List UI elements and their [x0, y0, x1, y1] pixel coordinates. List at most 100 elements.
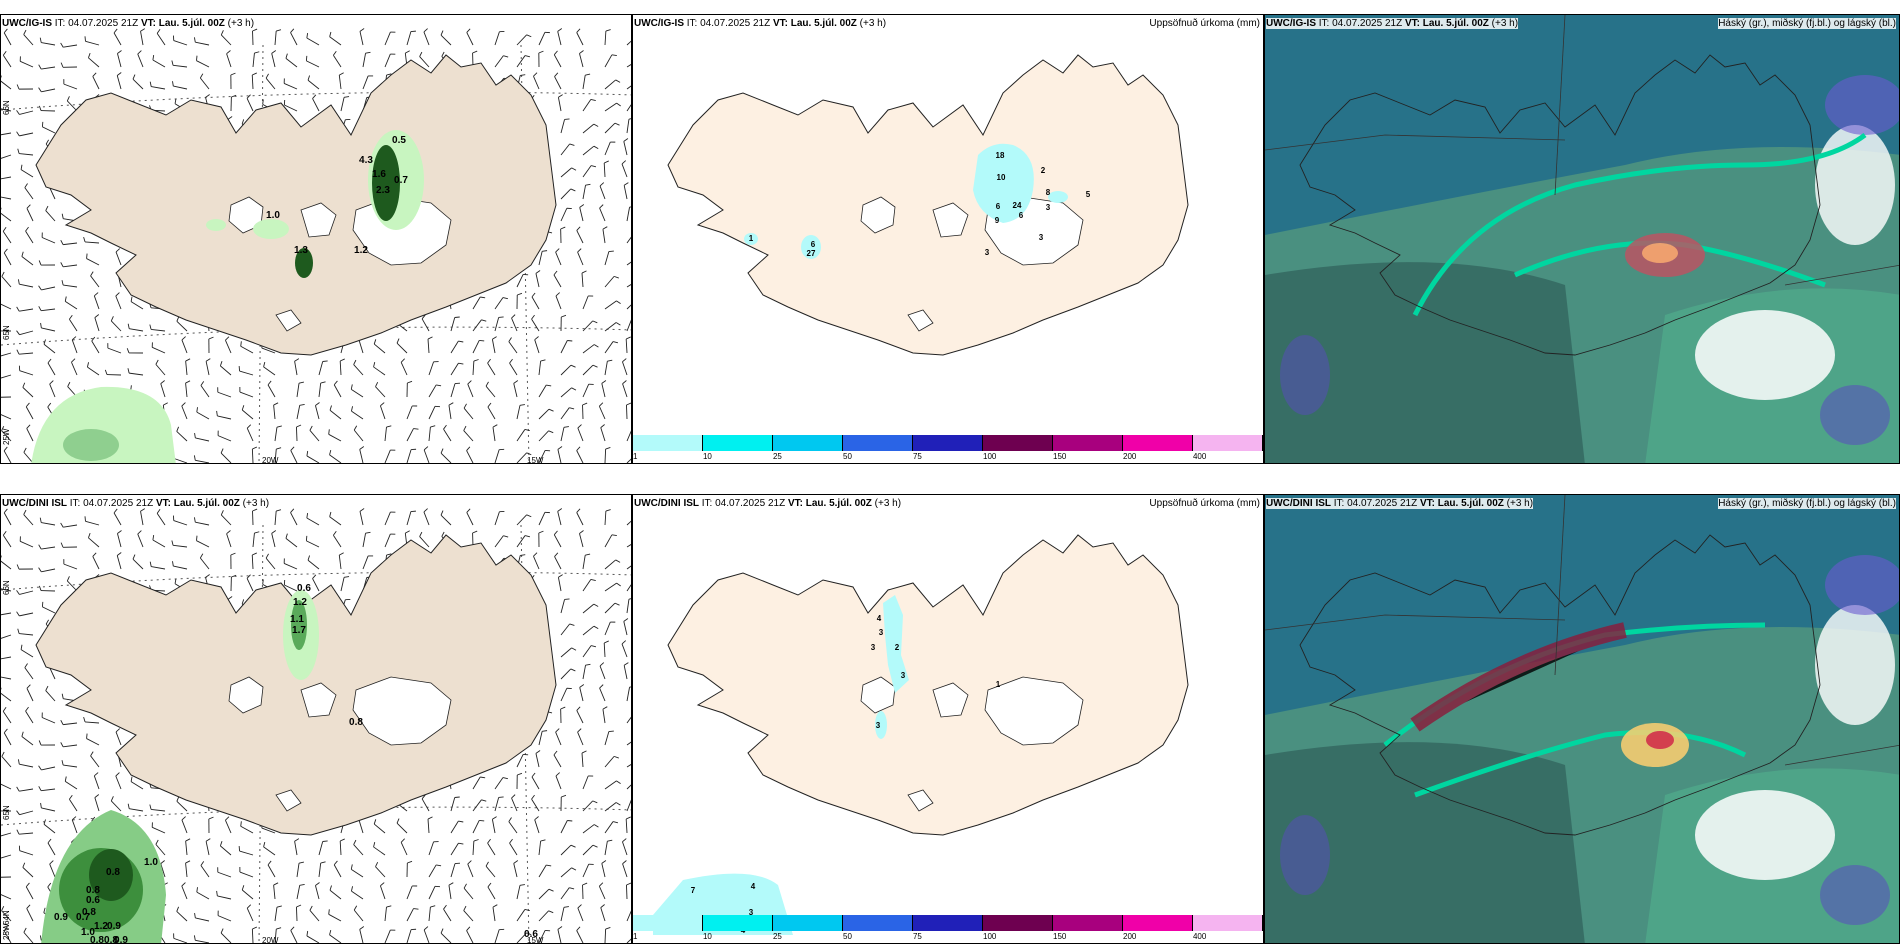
precip-value-label: 0.6 — [297, 583, 311, 594]
colorbar-tick: 50 — [843, 452, 852, 461]
precip-value-label: 3 — [871, 643, 876, 652]
panel-header: UWC/IG-IS IT: 04.07.2025 21Z VT: Lau. 5.… — [634, 18, 887, 29]
precip-value-label: 1.0 — [144, 857, 158, 868]
grid-label: 20W — [262, 456, 279, 464]
colorbar-swatch — [1193, 915, 1263, 931]
precip-value-label: 0.9 — [107, 921, 121, 932]
cloud-map-top — [1265, 15, 1899, 463]
precip-value-label: 3 — [901, 671, 906, 680]
precip-value-label: 10 — [997, 173, 1006, 182]
precip-value-label: 0.8 — [86, 885, 100, 896]
colorbar-swatch — [983, 915, 1053, 931]
colorbar-tick: 10 — [702, 932, 712, 941]
colorbar-tick: 50 — [843, 932, 852, 941]
colorbar-tick: 75 — [912, 932, 922, 941]
wind-map-top: 66N 65N 20W 15W 25W 0.5 4.3 1.6 0.7 2.3 1.0 1.2 1.3 — [1, 28, 631, 464]
iceland-land — [35, 54, 557, 356]
precip-colorbar: 1 10 25 50 75 100 150 200 400 — [633, 915, 1263, 943]
colorbar-swatch — [773, 435, 843, 451]
precip-value-label: 2 — [1041, 166, 1046, 175]
precip-value-label: 3 — [985, 248, 990, 257]
precip-value-label: 3 — [749, 908, 754, 917]
colorbar-swatch — [1123, 435, 1193, 451]
iceland-land — [667, 534, 1189, 836]
precip-value-label: 3 — [1039, 233, 1044, 242]
precip-value-label: 9 — [995, 216, 1000, 225]
precip-shading — [41, 590, 319, 943]
precip-map-panel-bottom: UWC/DINI ISL IT: 04.07.2025 21Z VT: Lau.… — [632, 494, 1264, 944]
precip-value-label: 0.9 — [54, 912, 68, 923]
colorbar-swatch — [773, 915, 843, 931]
colorbar-swatch — [913, 435, 983, 451]
precip-value-label: 1.2 — [354, 245, 368, 256]
precip-value-label: 4 — [877, 614, 882, 623]
grid-label: 15W — [527, 456, 544, 464]
precip-value-label: 0.8 — [106, 867, 120, 878]
colorbar-tick: 10 — [702, 452, 712, 461]
precip-shading — [744, 143, 1068, 259]
colorbar-tick: 25 — [772, 452, 782, 461]
coastline — [1299, 54, 1821, 356]
colorbar-tick: 25 — [772, 932, 782, 941]
colorbar-tick: 150 — [1053, 932, 1067, 941]
panel-header: UWC/DINI ISL IT: 04.07.2025 21Z VT: Lau.… — [634, 498, 902, 509]
colorbar-swatch — [983, 435, 1053, 451]
cloud-title: Háský (gr.), miðský (fj.bl.) og lágský (… — [1718, 18, 1896, 29]
precip-value-label: 1.7 — [292, 625, 306, 636]
precip-title: Uppsöfnuð úrkoma (mm) — [1149, 18, 1260, 29]
precip-value-label: 1.2 — [94, 921, 108, 932]
colorbar-swatch — [633, 915, 703, 931]
precip-value-label: 1.2 — [293, 597, 307, 608]
wind-map-panel-bottom: UWC/DINI ISL IT: 04.07.2025 21Z VT: Lau.… — [0, 494, 632, 944]
colorbar-tick: 150 — [1053, 452, 1067, 461]
colorbar-swatch — [703, 915, 773, 931]
cloud-map-bottom — [1265, 495, 1899, 943]
colorbar-tick: 200 — [1123, 932, 1137, 941]
wind-value-labels: 0.61.21.11.70.81.00.80.80.60.80.9 0.71.2 0… — [54, 583, 538, 944]
precip-value-label: 0.5 — [392, 135, 406, 146]
region-borders — [1265, 15, 1899, 286]
precip-value-label: 6 — [1019, 211, 1024, 220]
colorbar-swatch — [843, 915, 913, 931]
precip-value-label: 1 — [749, 234, 754, 243]
colorbar-tick: 1 — [633, 452, 638, 461]
grid-label: 65N — [2, 325, 11, 340]
precip-value-label: 0.8 — [82, 907, 96, 918]
grid-label: 65N — [2, 805, 11, 820]
precip-value-label: 18 — [996, 151, 1005, 160]
precip-value-label: 0.8 — [90, 935, 104, 944]
precip-value-label: 2.3 — [376, 185, 390, 196]
grid-label: 64N — [2, 910, 11, 925]
precip-value-label: 0.9 — [114, 935, 128, 944]
iceland-land — [667, 54, 1189, 356]
panel-header: UWC/DINI ISL IT: 04.07.2025 21Z VT: Lau.… — [1266, 498, 1534, 509]
precip-value-label: 1 — [996, 680, 1001, 689]
precip-value-label: 2 — [895, 643, 900, 652]
precip-value-label: 0.8 — [349, 717, 363, 728]
precip-value-label: 4.3 — [359, 155, 373, 166]
precip-value-label: 24 — [1013, 201, 1022, 210]
precip-colorbar: 1 10 25 50 75 100 150 200 400 — [633, 435, 1263, 463]
precip-value-label: 27 — [807, 249, 816, 258]
cloud-map-panel-bottom: UWC/DINI ISL IT: 04.07.2025 21Z VT: Lau.… — [1264, 494, 1900, 944]
precip-value-label: 3 — [1046, 203, 1051, 212]
colorbar-swatch — [843, 435, 913, 451]
precip-value-label: 7 — [691, 886, 696, 895]
precip-shading — [31, 130, 424, 463]
colorbar-swatch — [633, 435, 703, 451]
precip-value-label: 3 — [876, 721, 881, 730]
cloud-title: Háský (gr.), miðský (fj.bl.) og lágský (… — [1718, 498, 1896, 509]
colorbar-swatch — [1123, 915, 1193, 931]
colorbar-swatch — [1053, 435, 1123, 451]
coastline — [1299, 534, 1821, 836]
grid-label: 15W — [527, 936, 544, 944]
precip-value-label: 5 — [1086, 190, 1091, 199]
colorbar-tick: 75 — [912, 452, 922, 461]
panel-header: UWC/IG-IS IT: 04.07.2025 21Z VT: Lau. 5.… — [2, 18, 255, 29]
panel-header: UWC/IG-IS IT: 04.07.2025 21Z VT: Lau. 5.… — [1266, 18, 1519, 29]
colorbar-tick: 200 — [1123, 452, 1137, 461]
precip-map-bottom: 43323137434 — [653, 534, 1189, 935]
